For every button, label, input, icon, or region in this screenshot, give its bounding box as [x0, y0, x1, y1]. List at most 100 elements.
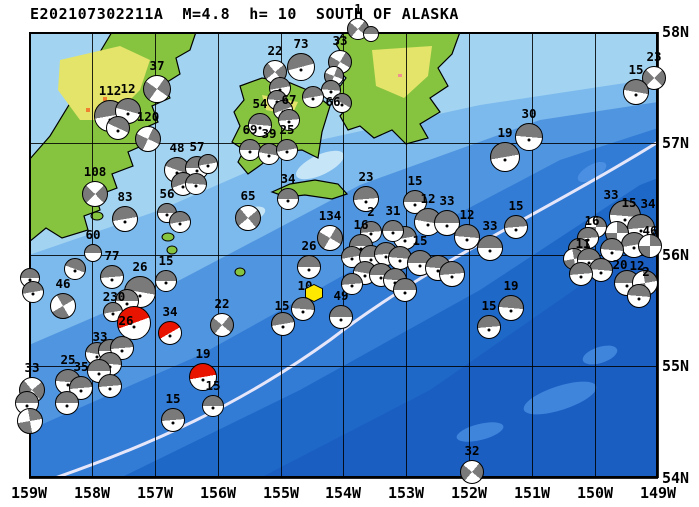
depth-label: 12 — [120, 81, 136, 96]
depth-label: 46 — [642, 223, 658, 238]
depth-label: 37 — [149, 58, 165, 73]
ball-center-dot — [132, 325, 136, 329]
lat-tick-label: 58N — [662, 23, 690, 41]
depth-label: 33 — [24, 360, 40, 375]
ball-center-dot — [398, 259, 402, 263]
depth-label: 39 — [261, 126, 277, 141]
depth-label: 15 — [481, 298, 497, 313]
focal-mechanism — [64, 258, 86, 280]
grid-line — [29, 366, 658, 367]
focal-mechanism — [353, 186, 379, 212]
focal-mechanism — [17, 408, 43, 434]
ball-center-dot — [339, 318, 343, 322]
depth-label: 83 — [117, 189, 133, 204]
ball-center-dot — [514, 228, 518, 232]
focal-mechanism — [84, 244, 102, 262]
focal-mechanism — [569, 262, 593, 286]
depth-label: 34 — [640, 196, 656, 211]
depth-label: 60 — [85, 227, 101, 242]
ball-center-dot — [65, 404, 69, 408]
ball-center-dot — [28, 278, 32, 282]
depth-label: 230 — [102, 289, 126, 304]
focal-mechanism — [287, 53, 315, 81]
focal-mechanism — [185, 173, 207, 195]
ball-center-dot — [258, 126, 262, 130]
ball-center-dot — [488, 249, 492, 253]
ball-center-dot — [379, 276, 383, 280]
ball-center-dot — [364, 200, 368, 204]
ball-center-dot — [632, 246, 636, 250]
ball-center-dot — [487, 328, 491, 332]
ball-center-dot — [194, 184, 198, 188]
focal-mechanism — [477, 235, 503, 261]
ball-center-dot — [206, 164, 210, 168]
focal-mechanism — [642, 66, 666, 90]
depth-label: 16 — [584, 213, 600, 228]
depth-label: 25 — [60, 352, 76, 367]
focal-mechanism — [189, 363, 217, 391]
ball-center-dot — [350, 284, 354, 288]
ball-center-dot — [369, 232, 373, 236]
lon-tick-label: 150W — [576, 484, 614, 502]
ball-center-dot — [286, 199, 290, 203]
focal-mechanism — [302, 86, 324, 108]
focal-mechanism — [332, 93, 352, 113]
ball-center-dot — [307, 268, 311, 272]
ball-center-dot — [110, 278, 114, 282]
ball-center-dot — [168, 334, 172, 338]
grid-line — [29, 478, 658, 479]
depth-label: 30 — [521, 106, 537, 121]
focal-mechanism — [297, 255, 321, 279]
depth-label: 77 — [104, 248, 120, 263]
focal-mechanism — [55, 391, 79, 415]
ball-center-dot — [369, 258, 373, 262]
depth-label: 26 — [301, 238, 317, 253]
focal-mechanism — [291, 297, 315, 321]
focal-mechanism — [393, 278, 417, 302]
ball-center-dot — [403, 239, 407, 243]
depth-label: 12 — [629, 258, 645, 273]
focal-mechanism — [82, 181, 108, 207]
lon-tick-label: 154W — [324, 484, 362, 502]
depth-label: 1 — [354, 1, 362, 16]
depth-label: 22 — [214, 296, 230, 311]
ball-center-dot — [391, 231, 395, 235]
focal-mechanism — [117, 306, 151, 340]
grid-line — [29, 32, 658, 33]
depth-label: 73 — [293, 36, 309, 51]
focal-mechanism — [50, 293, 76, 319]
ball-center-dot — [350, 257, 354, 261]
focal-mechanism — [169, 211, 191, 233]
ball-center-dot — [287, 120, 291, 124]
ball-center-dot — [123, 220, 127, 224]
ball-center-dot — [95, 355, 99, 359]
depth-label: 56 — [159, 186, 175, 201]
ball-center-dot — [299, 68, 303, 72]
ball-center-dot — [610, 251, 614, 255]
lon-tick-label: 158W — [73, 484, 111, 502]
depth-label: 22 — [267, 43, 283, 58]
depth-label: 69 — [242, 122, 258, 137]
depth-label: 15 — [412, 233, 428, 248]
ball-center-dot — [126, 112, 130, 116]
focal-mechanism — [198, 154, 218, 174]
depth-label: 15 — [205, 378, 221, 393]
ball-center-dot — [211, 406, 215, 410]
focal-mechanism — [600, 238, 624, 262]
depth-label: 12 — [459, 207, 475, 222]
ball-center-dot — [73, 269, 77, 273]
ball-center-dot — [340, 103, 344, 107]
ball-center-dot — [285, 150, 289, 154]
lon-tick-label: 153W — [387, 484, 425, 502]
lon-tick-label: 152W — [450, 484, 488, 502]
depth-label: 33 — [332, 33, 348, 48]
lon-tick-label: 155W — [262, 484, 300, 502]
focal-mechanism — [504, 215, 528, 239]
depth-label: 2 — [642, 264, 650, 279]
ball-center-dot — [165, 213, 169, 217]
ball-center-dot — [587, 261, 591, 265]
depth-label: 67 — [281, 92, 297, 107]
depth-label: 15 — [628, 62, 644, 77]
depth-label: 134 — [318, 208, 342, 223]
